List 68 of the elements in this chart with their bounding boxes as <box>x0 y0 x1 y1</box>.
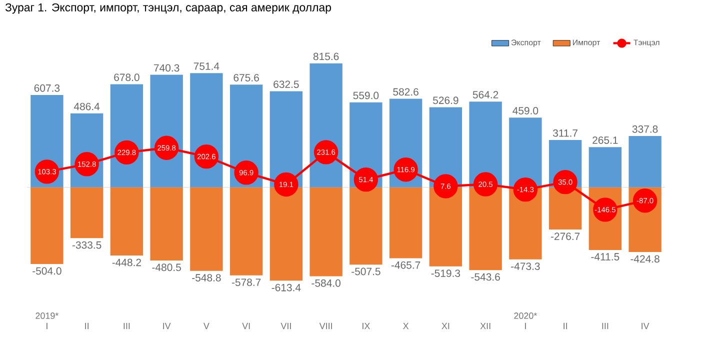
data-label: -584.0 <box>312 279 340 287</box>
data-label: -465.7 <box>391 261 420 269</box>
data-label: 678.0 <box>114 73 140 81</box>
text: 2020* <box>514 312 537 319</box>
bar <box>429 187 462 266</box>
x-tick-label: I <box>46 322 48 329</box>
bar <box>190 187 223 271</box>
bar <box>70 187 104 238</box>
data-label: -613.4 <box>272 284 301 292</box>
bar <box>628 136 662 188</box>
point <box>434 174 458 198</box>
data-label: 632.5 <box>274 80 299 88</box>
x-tick-label: VII <box>280 322 291 329</box>
bar <box>30 187 64 264</box>
data-label: 311.7 <box>553 129 578 137</box>
data-label: -548.8 <box>192 274 221 282</box>
data-label: -448.2 <box>112 258 141 266</box>
x-tick-label: VI <box>242 322 250 329</box>
data-label: -504.0 <box>32 267 62 274</box>
data-label: -578.7 <box>232 278 261 286</box>
x-tick-label: V <box>204 322 210 329</box>
bar <box>310 187 342 276</box>
bar <box>350 187 382 264</box>
x-tick-label: VIII <box>319 322 332 329</box>
x-tick-label: XII <box>480 322 490 329</box>
bar <box>150 187 183 260</box>
data-label: -424.8 <box>630 255 660 262</box>
data-label: 815.6 <box>313 52 339 60</box>
x-tick-label: IX <box>362 322 370 329</box>
bar <box>469 187 502 270</box>
bar <box>270 187 303 280</box>
data-label: 526.9 <box>433 96 458 104</box>
x-tick-label: II <box>564 322 567 329</box>
bar <box>548 187 582 230</box>
bar <box>110 187 144 256</box>
x-tick-label: I <box>525 322 526 329</box>
text: 2019* <box>36 312 59 319</box>
data-label: 337.8 <box>632 125 658 133</box>
data-label: 564.2 <box>472 90 498 98</box>
bar <box>588 146 622 188</box>
data-label: 582.6 <box>393 88 418 96</box>
x-tick-label: III <box>124 322 130 329</box>
data-label: -411.5 <box>591 252 620 260</box>
data-label: 751.4 <box>194 62 220 70</box>
bar <box>389 187 422 258</box>
data-label: 265.1 <box>592 136 618 144</box>
data-label: -473.3 <box>511 262 540 270</box>
data-label: -543.6 <box>471 273 500 280</box>
data-label: -333.5 <box>72 241 102 249</box>
chart-title: Зураг 1. Экспорт, импорт, тэнцэл, сараар, сая америк доллар <box>5 3 331 14</box>
data-label: -507.5 <box>352 268 380 275</box>
data-label: 459.0 <box>512 106 538 114</box>
data-label: 559.0 <box>353 92 379 99</box>
data-label: 740.3 <box>154 64 180 72</box>
bar <box>509 117 542 188</box>
data-label: -480.5 <box>152 263 181 271</box>
x-tick-label: II <box>85 322 88 329</box>
data-label: -276.7 <box>550 232 580 240</box>
x-tick-label: IV <box>163 322 171 329</box>
x-tick-label: IV <box>642 322 650 329</box>
x-tick-label: X <box>403 322 409 329</box>
data-label: 607.3 <box>34 84 60 92</box>
bar <box>230 187 263 276</box>
data-label: 486.4 <box>74 102 100 110</box>
data-label: 675.6 <box>234 74 259 82</box>
x-tick-label: XI <box>442 322 450 329</box>
x-tick-label: III <box>602 322 608 329</box>
data-label: -519.3 <box>431 269 460 277</box>
